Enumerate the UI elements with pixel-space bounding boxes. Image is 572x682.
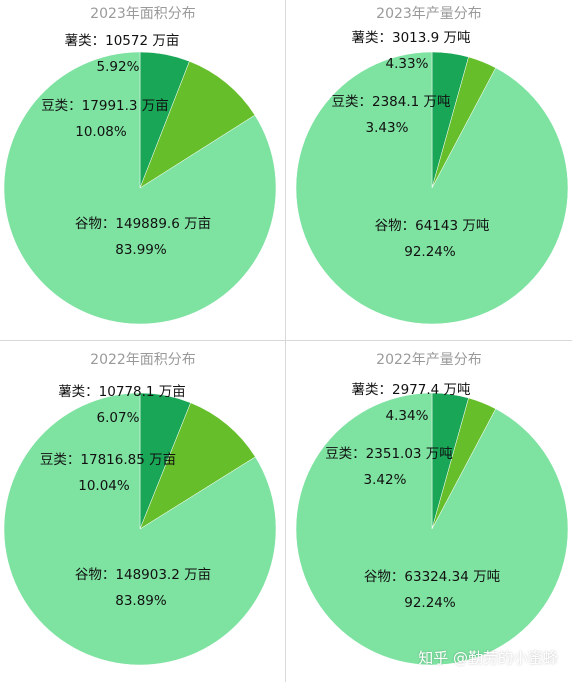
- watermark-text: 知乎 @勤劳的小蜜蜂: [418, 649, 558, 667]
- slice-percent-label: 10.04%: [78, 478, 130, 494]
- slice-value-label: 薯类：2977.4 万吨: [351, 382, 470, 398]
- label-tuber: 薯类：2977.4 万吨 4.34%: [351, 382, 470, 424]
- chart-title: 2022年面积分布: [90, 352, 196, 368]
- slice-value-label: 豆类：2384.1 万吨: [331, 94, 450, 110]
- label-grain: 谷物：148903.2 万亩 83.89%: [75, 566, 211, 609]
- chart-panel-2022-area: 2022年面积分布 谷物：148903.2 万亩 83.89% 豆类：17816.85…: [0, 341, 286, 682]
- slice-percent-label: 83.99%: [115, 242, 167, 258]
- label-tuber: 薯类：10572 万亩 5.92%: [65, 32, 180, 75]
- label-grain: 谷物：63324.34 万吨 92.24%: [364, 569, 500, 611]
- label-tuber: 薯类：10778.1 万亩 6.07%: [58, 383, 186, 426]
- slice-percent-label: 5.92%: [97, 59, 140, 75]
- slice-percent-label: 3.43%: [366, 120, 409, 136]
- slice-grain: [3, 392, 277, 666]
- label-legume: 豆类：17816.85 万亩 10.04%: [40, 451, 176, 494]
- slice-legume: [139, 60, 256, 189]
- slice-percent-label: 6.07%: [97, 410, 140, 426]
- slice-percent-label: 4.34%: [386, 408, 429, 424]
- slice-value-label: 薯类：10572 万亩: [65, 32, 180, 49]
- slice-value-label: 薯类：3013.9 万吨: [351, 30, 470, 46]
- label-legume: 豆类：2384.1 万吨 3.43%: [331, 94, 450, 136]
- slice-value-label: 豆类：17991.3 万亩: [41, 97, 169, 114]
- chart-panel-2023-area: 2023年面积分布 谷物：149889.6 万亩 83.99% 豆类：17991.3 …: [0, 0, 286, 341]
- slice-value-label: 谷物：63324.34 万吨: [364, 569, 500, 585]
- vertical-divider: [285, 0, 286, 682]
- chart-title: 2023年面积分布: [90, 6, 196, 22]
- slice-percent-label: 3.42%: [364, 472, 407, 488]
- slice-value-label: 豆类：2351.03 万吨: [325, 446, 453, 462]
- label-grain: 谷物：149889.6 万亩 83.99%: [75, 215, 211, 258]
- slice-value-label: 谷物：149889.6 万亩: [75, 215, 211, 232]
- label-legume: 豆类：2351.03 万吨 3.42%: [325, 446, 453, 488]
- slice-percent-label: 4.33%: [386, 56, 429, 72]
- slice-value-label: 豆类：17816.85 万亩: [40, 451, 176, 468]
- slice-percent-label: 92.24%: [404, 595, 456, 611]
- chart-panel-2022-output: 2022年产量分布谷物：63324.34 万吨 92.24% 豆类：2351.03 …: [286, 341, 572, 682]
- horizontal-divider: [0, 340, 572, 341]
- slice-value-label: 薯类：10778.1 万亩: [58, 383, 186, 400]
- chart-title: 2023年产量分布: [376, 6, 482, 22]
- slice-grain: [3, 51, 277, 325]
- chart-panel-2023-output: 2023年产量分布 谷物：64143 万吨 92.24% 豆类：2384.1 万吨 3.…: [286, 0, 572, 341]
- slice-percent-label: 10.08%: [75, 124, 127, 140]
- label-legume: 豆类：17991.3 万亩 10.08%: [41, 97, 169, 140]
- label-grain: 谷物：64143 万吨 92.24%: [375, 218, 490, 260]
- chart-title: 2022年产量分布: [376, 352, 482, 368]
- slice-value-label: 谷物：148903.2 万亩: [75, 566, 211, 583]
- slice-percent-label: 83.89%: [115, 593, 167, 609]
- label-tuber: 薯类：3013.9 万吨 4.33%: [351, 30, 470, 72]
- slice-grain: [295, 392, 569, 666]
- slice-grain: [295, 51, 569, 325]
- slice-legume: [139, 402, 256, 530]
- slice-value-label: 谷物：64143 万吨: [375, 218, 490, 234]
- slice-percent-label: 92.24%: [404, 244, 456, 260]
